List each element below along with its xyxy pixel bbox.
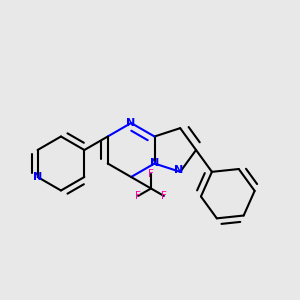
- Text: F: F: [161, 191, 167, 201]
- Text: F: F: [148, 169, 154, 178]
- Text: N: N: [33, 172, 42, 182]
- Text: F: F: [135, 191, 141, 201]
- Text: N: N: [127, 118, 136, 128]
- Text: N: N: [174, 165, 183, 175]
- Text: N: N: [150, 158, 159, 169]
